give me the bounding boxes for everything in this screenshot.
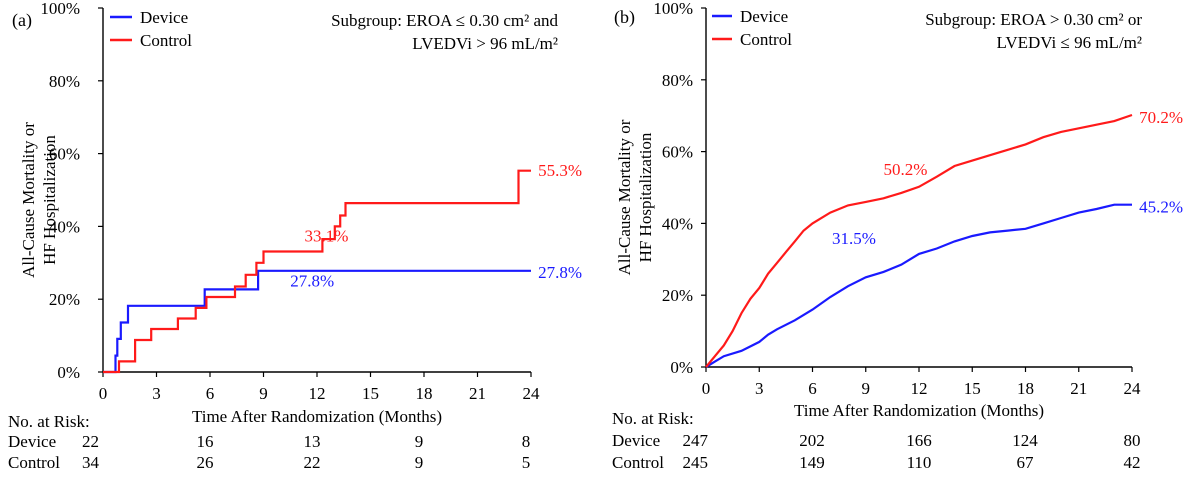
value-annotation: 55.3% xyxy=(538,161,582,180)
at-risk-title: No. at Risk: xyxy=(8,412,90,431)
value-annotation: 33.1% xyxy=(305,227,349,246)
at-risk-value: 5 xyxy=(522,453,531,472)
at-risk-value: 22 xyxy=(304,453,321,472)
series-line-control xyxy=(103,169,531,374)
panel-label: (b) xyxy=(614,7,635,28)
at-risk-value: 247 xyxy=(683,431,709,450)
at-risk-row-label: Control xyxy=(612,453,664,472)
at-risk-value: 149 xyxy=(799,453,825,472)
x-tick-label: 9 xyxy=(862,379,871,398)
at-risk-row-label: Control xyxy=(8,453,60,472)
y-axis-label-line: All-Cause Mortality or xyxy=(615,119,634,275)
at-risk-title: No. at Risk: xyxy=(612,409,694,428)
x-tick-label: 0 xyxy=(702,379,711,398)
x-tick-label: 18 xyxy=(1017,379,1034,398)
at-risk-value: 8 xyxy=(522,432,531,451)
at-risk-value: 13 xyxy=(304,432,321,451)
panel-b: (b) 0% 20% 40% 60% 80% 100% 0 3 6 9 12 15 18 21 24 All-C… xyxy=(612,0,1183,472)
at-risk-value: 26 xyxy=(197,453,214,472)
value-annotation: 45.2% xyxy=(1139,198,1183,217)
x-tick-label: 21 xyxy=(469,384,486,403)
series-line-control xyxy=(705,113,1133,368)
y-tick-label: 40% xyxy=(49,217,80,236)
at-risk-value: 124 xyxy=(1012,431,1038,450)
x-tick-label: 24 xyxy=(523,384,541,403)
at-risk-value: 80 xyxy=(1124,431,1141,450)
at-risk-value: 42 xyxy=(1124,453,1141,472)
at-risk-value: 9 xyxy=(415,432,424,451)
at-risk-value: 67 xyxy=(1017,453,1035,472)
x-tick-label: 15 xyxy=(964,379,981,398)
y-tick-label: 0% xyxy=(670,358,693,377)
legend-label-control: Control xyxy=(740,30,792,49)
y-tick-label: 20% xyxy=(662,286,693,305)
x-tick-label: 6 xyxy=(206,384,215,403)
y-tick-label: 0% xyxy=(57,363,80,382)
y-axis-label-line: HF Hospitalization xyxy=(636,132,655,262)
x-tick-label: 21 xyxy=(1070,379,1087,398)
y-axis-label: All-Cause Mortality or HF Hospitalization xyxy=(615,119,655,275)
subgroup-text: LVEDVi > 96 mL/m² xyxy=(412,34,558,53)
y-tick-label: 100% xyxy=(40,0,80,18)
x-tick-label: 12 xyxy=(309,384,326,403)
x-axis-label: Time After Randomization (Months) xyxy=(192,407,442,426)
y-tick-label: 40% xyxy=(662,214,693,233)
at-risk-value: 202 xyxy=(799,431,825,450)
at-risk-value: 22 xyxy=(82,432,99,451)
at-risk-value: 9 xyxy=(415,453,424,472)
subgroup-text: Subgroup: EROA ≤ 0.30 cm² and xyxy=(331,11,558,30)
y-axis-label: All-Cause Mortality or HF Hospitalization xyxy=(19,122,59,278)
y-tick-label: 60% xyxy=(49,145,80,164)
y-tick-label: 80% xyxy=(49,72,80,91)
at-risk-value: 110 xyxy=(907,453,932,472)
y-axis-label-line: HF Hospitalization xyxy=(40,135,59,265)
value-annotation: 27.8% xyxy=(290,271,334,290)
x-tick-label: 0 xyxy=(99,384,108,403)
x-tick-label: 12 xyxy=(911,379,928,398)
at-risk-value: 34 xyxy=(82,453,100,472)
legend-label-control: Control xyxy=(140,31,192,50)
x-tick-label: 3 xyxy=(152,384,161,403)
value-annotation: 50.2% xyxy=(884,160,928,179)
value-annotation: 70.2% xyxy=(1139,108,1183,127)
subgroup-text: LVEDVi ≤ 96 mL/m² xyxy=(997,33,1142,52)
at-risk-row-label: Device xyxy=(8,432,56,451)
at-risk-value: 16 xyxy=(197,432,214,451)
value-annotation: 27.8% xyxy=(538,263,582,282)
series-line-device xyxy=(705,203,1132,368)
series-line-device xyxy=(103,269,531,374)
legend-label-device: Device xyxy=(740,7,788,26)
y-tick-label: 20% xyxy=(49,290,80,309)
panel-label: (a) xyxy=(12,10,32,31)
y-tick-label: 60% xyxy=(662,143,693,162)
x-tick-label: 18 xyxy=(416,384,433,403)
value-annotation: 31.5% xyxy=(832,229,876,248)
x-axis-label: Time After Randomization (Months) xyxy=(794,401,1044,420)
x-tick-label: 6 xyxy=(808,379,817,398)
panel-a: (a) 0% 20% 40% 60% 80% 100% 0 3 6 9 12 15 18 21 24 All-C… xyxy=(8,0,582,472)
subgroup-text: Subgroup: EROA > 0.30 cm² or xyxy=(925,10,1142,29)
x-tick-label: 15 xyxy=(362,384,379,403)
x-tick-label: 9 xyxy=(259,384,268,403)
x-tick-label: 24 xyxy=(1124,379,1142,398)
at-risk-row-label: Device xyxy=(612,431,660,450)
y-axis-label-line: All-Cause Mortality or xyxy=(19,122,38,278)
y-tick-label: 80% xyxy=(662,71,693,90)
y-tick-label: 100% xyxy=(653,0,693,18)
at-risk-value: 245 xyxy=(683,453,709,472)
at-risk-value: 166 xyxy=(906,431,932,450)
x-tick-label: 3 xyxy=(755,379,764,398)
legend-label-device: Device xyxy=(140,8,188,27)
